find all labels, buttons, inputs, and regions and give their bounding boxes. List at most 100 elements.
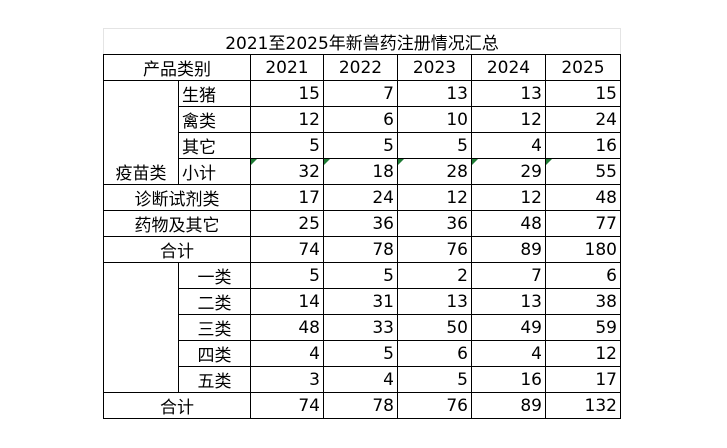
cell-value[interactable]: 5 [323, 132, 398, 159]
cell-value[interactable]: 33 [323, 314, 398, 341]
total-label[interactable]: 合计 [103, 392, 251, 419]
cell-value[interactable]: 12 [545, 340, 621, 367]
cell-value[interactable]: 12 [250, 106, 324, 133]
cell-value[interactable]: 31 [323, 288, 398, 315]
cell-value[interactable]: 5 [323, 262, 398, 289]
table-row: 禽类 12 6 10 12 24 [103, 106, 621, 133]
cell-value[interactable]: 7 [471, 262, 546, 289]
cell-value[interactable]: 59 [545, 314, 621, 341]
header-year-2024[interactable]: 2024 [471, 54, 546, 81]
cell-value[interactable]: 13 [471, 80, 546, 107]
row-label[interactable]: 小计 [178, 158, 251, 185]
row-label[interactable]: 药物及其它 [103, 210, 251, 237]
cell-value[interactable]: 15 [545, 80, 621, 107]
cell-value[interactable]: 49 [471, 314, 546, 341]
cell-value[interactable]: 13 [397, 288, 472, 315]
cell-value[interactable]: 25 [250, 210, 324, 237]
cell-value[interactable]: 76 [397, 236, 472, 263]
cell-value[interactable]: 4 [250, 340, 324, 367]
cell-value[interactable]: 12 [471, 184, 546, 211]
class-group-cell[interactable] [103, 366, 179, 393]
cell-value[interactable]: 76 [397, 392, 472, 419]
cell-value[interactable]: 14 [250, 288, 324, 315]
cell-value[interactable]: 7 [323, 80, 398, 107]
cell-value[interactable]: 36 [323, 210, 398, 237]
header-year-2021[interactable]: 2021 [250, 54, 324, 81]
cell-value[interactable]: 15 [250, 80, 324, 107]
cell-value[interactable]: 17 [545, 366, 621, 393]
vaccine-group-cell[interactable] [103, 106, 179, 133]
table-title[interactable]: 2021至2025年新兽药注册情况汇总 [103, 28, 621, 55]
cell-value[interactable]: 6 [545, 262, 621, 289]
table-row: 诊断试剂类 17 24 12 12 48 [103, 184, 621, 211]
row-label[interactable]: 五类 [178, 366, 251, 393]
class-group-cell[interactable] [103, 314, 179, 341]
cell-value[interactable]: 28 [397, 158, 472, 185]
cell-value[interactable]: 13 [471, 288, 546, 315]
class-group-cell[interactable] [103, 340, 179, 367]
row-label[interactable]: 一类 [178, 262, 251, 289]
cell-value[interactable]: 3 [250, 366, 324, 393]
cell-value[interactable]: 29 [471, 158, 546, 185]
vaccine-group-cell[interactable] [103, 80, 179, 107]
cell-value[interactable]: 74 [250, 392, 324, 419]
cell-value[interactable]: 132 [545, 392, 621, 419]
cell-value[interactable]: 17 [250, 184, 324, 211]
row-label[interactable]: 四类 [178, 340, 251, 367]
cell-value[interactable]: 74 [250, 236, 324, 263]
cell-value[interactable]: 6 [323, 106, 398, 133]
cell-value[interactable]: 4 [323, 366, 398, 393]
cell-value[interactable]: 24 [323, 184, 398, 211]
cell-value[interactable]: 5 [250, 262, 324, 289]
cell-value[interactable]: 89 [471, 392, 546, 419]
cell-value[interactable]: 12 [397, 184, 472, 211]
cell-value[interactable]: 18 [323, 158, 398, 185]
cell-value[interactable]: 6 [397, 340, 472, 367]
cell-value[interactable]: 4 [471, 340, 546, 367]
cell-value[interactable]: 32 [250, 158, 324, 185]
cell-value[interactable]: 48 [471, 210, 546, 237]
cell-value[interactable]: 13 [397, 80, 472, 107]
total-label[interactable]: 合计 [103, 236, 251, 263]
table-row: 其它 5 5 5 4 16 [103, 132, 621, 159]
cell-value[interactable]: 50 [397, 314, 472, 341]
cell-value[interactable]: 55 [545, 158, 621, 185]
cell-value[interactable]: 38 [545, 288, 621, 315]
row-label[interactable]: 诊断试剂类 [103, 184, 251, 211]
cell-value[interactable]: 36 [397, 210, 472, 237]
cell-value[interactable]: 5 [397, 366, 472, 393]
cell-value[interactable]: 5 [397, 132, 472, 159]
cell-value[interactable]: 5 [250, 132, 324, 159]
cell-value[interactable]: 180 [545, 236, 621, 263]
cell-value[interactable]: 89 [471, 236, 546, 263]
header-category[interactable]: 产品类别 [103, 54, 251, 81]
header-year-2025[interactable]: 2025 [545, 54, 621, 81]
cell-value[interactable]: 77 [545, 210, 621, 237]
vaccine-group-cell[interactable] [103, 132, 179, 159]
cell-value[interactable]: 12 [471, 106, 546, 133]
row-label[interactable]: 二类 [178, 288, 251, 315]
cell-value[interactable]: 2 [397, 262, 472, 289]
row-label[interactable]: 生猪 [178, 80, 251, 107]
row-label[interactable]: 其它 [178, 132, 251, 159]
cell-value[interactable]: 5 [323, 340, 398, 367]
class-group-cell[interactable] [103, 262, 179, 289]
vaccine-group-label[interactable]: 疫苗类 [103, 158, 179, 185]
table-row: 一类 5 5 2 7 6 [103, 262, 621, 289]
cell-value[interactable]: 78 [323, 236, 398, 263]
header-year-2022[interactable]: 2022 [323, 54, 398, 81]
cell-value[interactable]: 48 [545, 184, 621, 211]
header-year-2023[interactable]: 2023 [397, 54, 472, 81]
class-group-cell[interactable] [103, 288, 179, 315]
cell-value[interactable]: 48 [250, 314, 324, 341]
cell-value[interactable]: 10 [397, 106, 472, 133]
table-row: 生猪 15 7 13 13 15 [103, 80, 621, 107]
table-row: 二类 14 31 13 13 38 [103, 288, 621, 315]
cell-value[interactable]: 24 [545, 106, 621, 133]
cell-value[interactable]: 4 [471, 132, 546, 159]
cell-value[interactable]: 78 [323, 392, 398, 419]
row-label[interactable]: 三类 [178, 314, 251, 341]
row-label[interactable]: 禽类 [178, 106, 251, 133]
cell-value[interactable]: 16 [545, 132, 621, 159]
cell-value[interactable]: 16 [471, 366, 546, 393]
